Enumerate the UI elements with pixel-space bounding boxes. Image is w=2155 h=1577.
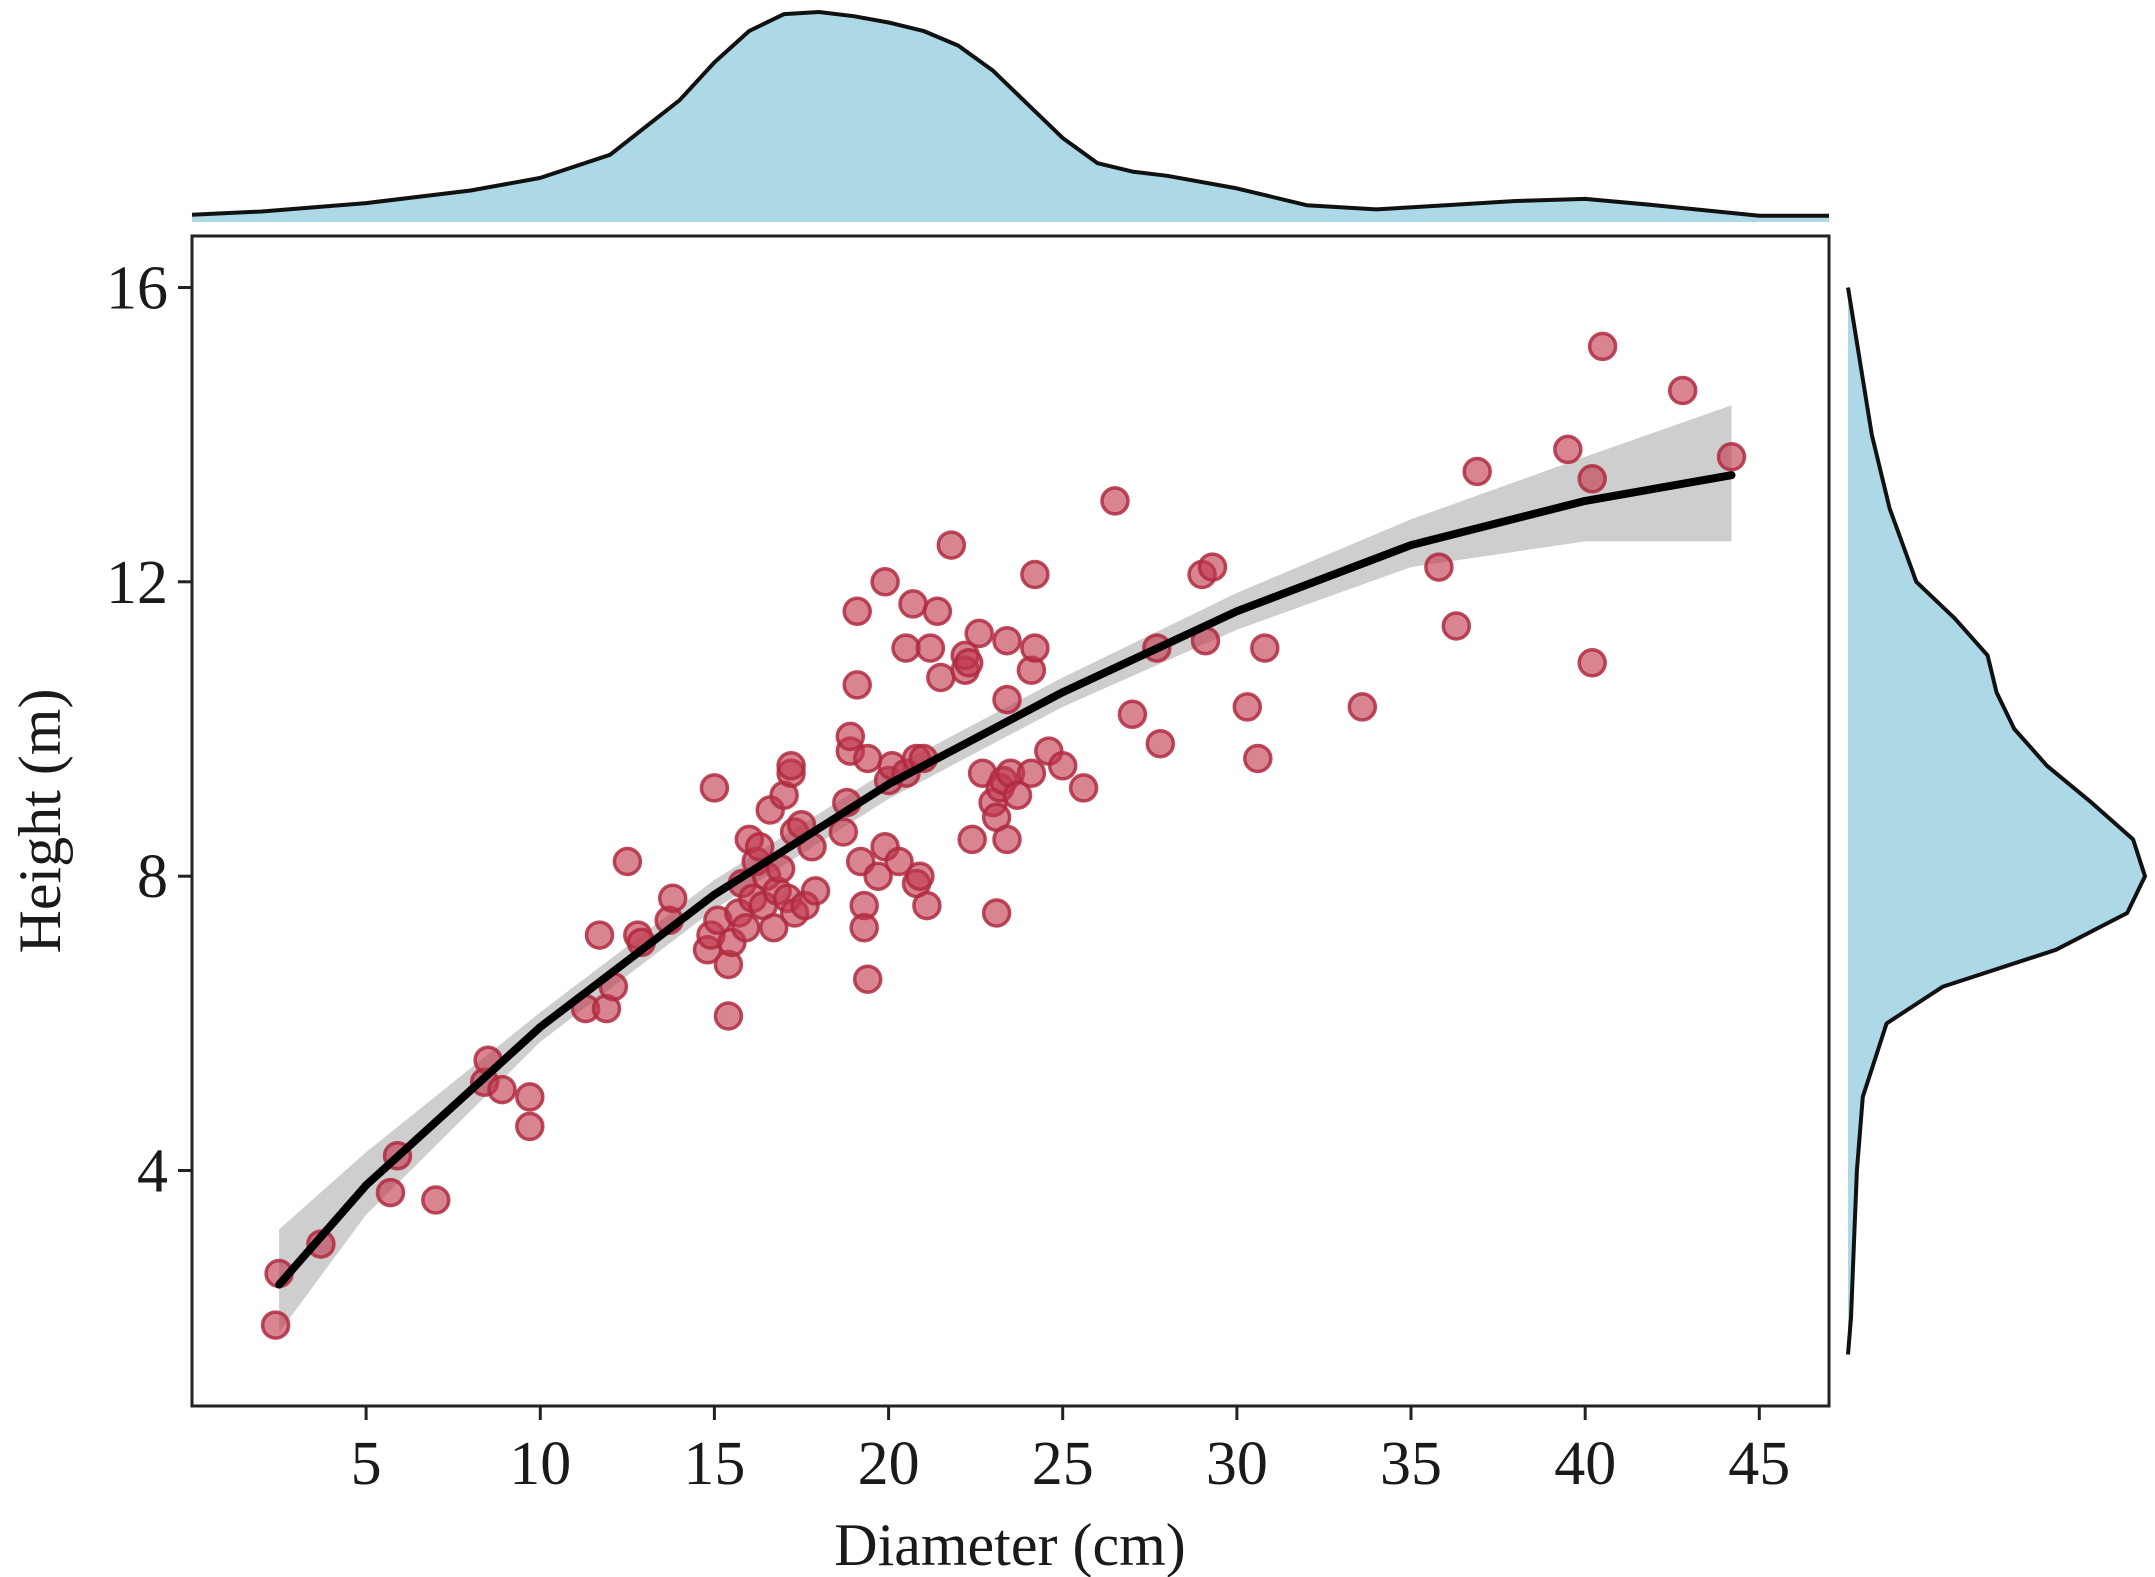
scatter-point — [1232, 692, 1263, 722]
scatter-point — [1347, 692, 1378, 722]
y-tick-label: 8 — [137, 843, 168, 911]
scatter-point — [584, 920, 615, 950]
fit-line-layer — [275, 471, 1736, 1289]
scatter-point — [758, 912, 789, 943]
scatter-point — [515, 1111, 545, 1142]
scatter-point — [260, 1310, 291, 1340]
x-tick-label: 40 — [1554, 1430, 1616, 1498]
x-tick-label: 15 — [683, 1430, 745, 1498]
scatter-point — [1243, 743, 1273, 774]
scatter-point — [842, 596, 872, 627]
scatter-point — [1716, 442, 1747, 472]
scatter-point — [1117, 699, 1148, 730]
scatter-point — [800, 876, 831, 906]
scatter-point — [936, 530, 967, 560]
confidence-band — [279, 405, 1732, 1333]
scatter-point — [657, 883, 688, 914]
y-axis: 4 8 12 16 — [106, 255, 192, 1206]
x-tick-label: 20 — [858, 1430, 920, 1498]
scatter-point — [1424, 552, 1454, 582]
plot-frame — [190, 234, 1831, 1408]
scatter-point — [1100, 486, 1130, 516]
right-density-plot — [1846, 287, 2147, 1355]
fit-line — [275, 471, 1736, 1289]
scatter-point — [1553, 434, 1583, 465]
scatter-point — [898, 589, 928, 619]
scatter-point — [870, 567, 900, 597]
top-density-curve — [191, 10, 1829, 218]
scatter-point — [884, 846, 914, 877]
scatter-point — [964, 618, 994, 649]
scatter-point — [992, 824, 1022, 855]
scatter-point — [905, 861, 935, 891]
scatter-point — [852, 964, 883, 994]
scatter-point — [863, 861, 893, 891]
scatter-point — [421, 1185, 451, 1215]
scatter-point — [992, 625, 1022, 656]
scatter-point — [828, 817, 859, 847]
scatter-point — [922, 596, 953, 627]
scatter-point — [612, 846, 643, 877]
scatter-point — [487, 1074, 517, 1105]
scatter-point — [1577, 648, 1607, 678]
right-density-area — [1848, 287, 2145, 1355]
scatter-point — [744, 832, 775, 862]
scatter-point — [835, 721, 866, 752]
scatter-point — [1020, 633, 1050, 663]
scatter-point — [1047, 751, 1078, 781]
scatter-point — [981, 898, 1012, 928]
top-density-area — [192, 12, 1829, 222]
scatter-point — [375, 1177, 406, 1208]
scatter-point — [515, 1082, 545, 1112]
scatter-point — [842, 670, 872, 700]
scatter-point — [1068, 773, 1099, 803]
right-density-curve — [1846, 287, 2147, 1355]
scatter-point — [1250, 633, 1280, 663]
scatter-point — [1002, 780, 1033, 810]
scatter-point — [1667, 375, 1698, 406]
scatter-point — [1016, 758, 1047, 788]
scatter-point — [1020, 559, 1050, 590]
scatter-point — [953, 648, 984, 678]
x-tick-label: 5 — [351, 1430, 382, 1498]
scatter-point — [1145, 728, 1176, 759]
x-tick-label: 10 — [509, 1430, 571, 1498]
scatter-point — [915, 633, 946, 663]
y-tick-label: 16 — [106, 255, 168, 323]
x-tick-label: 25 — [1032, 1430, 1094, 1498]
scatter-points-layer — [260, 331, 1747, 1340]
scatter-point — [926, 662, 956, 693]
scatter-point — [776, 751, 806, 781]
scatter-point — [849, 912, 879, 943]
scatter-point — [1441, 611, 1472, 641]
x-tick-label: 45 — [1728, 1430, 1790, 1498]
main-plot-panel — [190, 234, 1831, 1408]
top-density-plot — [191, 10, 1829, 222]
x-tick-label: 35 — [1380, 1430, 1442, 1498]
confidence-band-layer — [279, 405, 1732, 1333]
scatter-point — [891, 633, 921, 663]
scatter-point — [1577, 464, 1607, 494]
x-tick-label: 30 — [1206, 1430, 1268, 1498]
scatter-point — [912, 890, 942, 921]
y-tick-label: 4 — [137, 1138, 168, 1206]
scatter-point — [713, 1001, 744, 1031]
y-tick-label: 12 — [106, 549, 168, 617]
scatter-point — [731, 912, 761, 943]
scatter-point — [699, 773, 730, 803]
x-axis: 5 10 15 20 25 30 35 40 45 — [351, 1406, 1790, 1498]
scatter-point — [852, 743, 883, 774]
scatter-point — [992, 684, 1022, 715]
scatter-point — [1587, 331, 1618, 362]
scatter-point — [957, 824, 987, 855]
scatter-point — [1197, 552, 1228, 582]
scatter-point — [1462, 456, 1492, 487]
y-axis-title: Height (m) — [7, 689, 73, 954]
x-axis-title: Diameter (cm) — [834, 1512, 1185, 1577]
